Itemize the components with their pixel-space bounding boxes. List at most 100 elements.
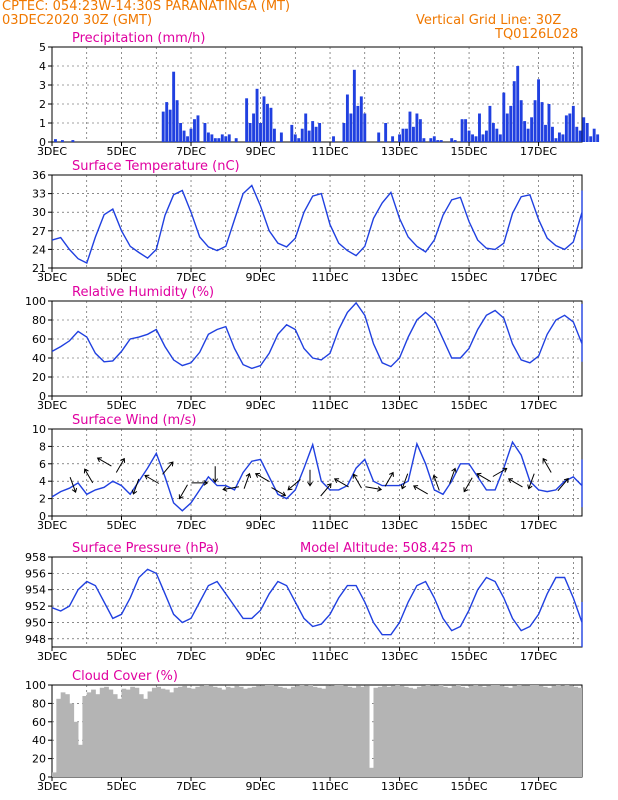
precip-bar <box>453 140 457 142</box>
precip-bar <box>554 138 558 142</box>
cloud-bar <box>52 772 57 777</box>
cloud-bar <box>360 686 366 777</box>
wind-arrow-icon <box>557 477 569 492</box>
precip-bar <box>168 109 172 142</box>
y-tick-label: 33 <box>32 188 46 201</box>
cloud-bar <box>464 687 470 777</box>
cloud-bar <box>147 691 153 777</box>
x-tick-label: 17DEC <box>520 145 557 158</box>
x-tick-label: 13DEC <box>381 145 418 158</box>
y-tick-label: 4 <box>39 475 46 488</box>
wind-arrow-icon <box>542 457 552 473</box>
cloud-bar <box>78 744 83 777</box>
precip-bar <box>213 138 217 142</box>
y-tick-label: 100 <box>25 295 46 308</box>
cloud-bar <box>395 685 400 777</box>
cloud-bar <box>273 685 279 777</box>
precip-bar <box>356 105 360 142</box>
y-tick-label: 27 <box>32 225 46 238</box>
cloud-bar <box>512 685 518 777</box>
panel-frame <box>51 300 583 397</box>
x-tick-label: 13DEC <box>381 650 418 663</box>
precip-bar <box>266 104 269 142</box>
x-tick-label: 3DEC <box>37 780 67 793</box>
precip-bar <box>519 100 523 142</box>
cloud-bar <box>151 687 157 777</box>
wind-arrow-icon <box>69 477 78 494</box>
precip-bar <box>349 113 353 142</box>
y-tick-label: 20 <box>32 753 46 766</box>
precip-bar <box>234 138 238 142</box>
cloud-bar <box>269 685 274 777</box>
cloud-bar <box>525 685 531 777</box>
precip-bar <box>596 134 600 142</box>
precip-bar <box>311 121 315 142</box>
cloud-bar <box>555 685 561 777</box>
x-tick-label: 7DEC <box>176 145 206 158</box>
precip-bar <box>422 138 426 142</box>
x-tick-label: 5DEC <box>106 780 136 793</box>
cloud-bar <box>377 686 383 777</box>
cloud-bar <box>469 685 474 777</box>
precip-bar <box>172 71 176 142</box>
x-tick-label: 15DEC <box>450 780 487 793</box>
cloud-bar <box>330 685 335 777</box>
cloud-bar <box>60 692 66 777</box>
x-tick-label: 3DEC <box>37 271 67 284</box>
cloud-bar <box>195 686 201 777</box>
cloud-bar <box>217 687 222 777</box>
x-tick-label: 9DEC <box>245 271 275 284</box>
cloud-bar <box>164 689 170 777</box>
cloud-bar <box>86 692 92 777</box>
panel-pressure: 948 950 952 954 956 958 3DEC 5DEC 7DEC 9DEC 11DEC 1… <box>25 541 583 663</box>
precip-bar <box>460 119 464 142</box>
x-tick-label: 17DEC <box>520 780 557 793</box>
cloud-bar <box>260 685 266 777</box>
panel-title: Relative Humidity (%) <box>72 285 214 300</box>
cloud-bar <box>191 688 196 777</box>
cloud-bar <box>534 685 539 777</box>
precip-bar <box>297 138 301 142</box>
x-tick-label: 9DEC <box>245 399 275 412</box>
cloud-bar <box>104 686 109 777</box>
precip-bar <box>186 136 189 142</box>
wind-arrow-icon <box>287 479 301 491</box>
x-tick-label: 13DEC <box>381 271 418 284</box>
x-tick-label: 17DEC <box>520 399 557 412</box>
run-date: 03DEC2020 30Z (GMT) <box>2 13 153 28</box>
precip-bar <box>589 136 593 142</box>
panel-temp: 21 24 27 30 33 36 3DEC 5DEC 7DEC 9DEC 11DEC 13DEC 15… <box>32 159 583 284</box>
cloud-bar <box>447 687 453 777</box>
cloud-bar <box>317 687 322 777</box>
cloud-bar <box>125 689 131 777</box>
precip-bar <box>464 119 468 142</box>
wind-arrow-icon <box>413 485 428 495</box>
cloud-bar <box>438 685 444 777</box>
cloud-bar <box>429 685 435 777</box>
precip-bar <box>551 126 554 142</box>
x-tick-label: 13DEC <box>381 780 418 793</box>
y-tick-label: 2 <box>39 98 46 111</box>
precip-bar <box>484 130 488 142</box>
precip-bar <box>71 140 75 142</box>
cloud-bar <box>112 694 118 777</box>
cloud-bar <box>421 685 427 777</box>
precip-bar <box>345 94 349 142</box>
precip-bar <box>206 132 210 142</box>
x-tick-label: 5DEC <box>106 650 136 663</box>
cloud-bar <box>338 685 344 777</box>
precip-bar <box>290 124 294 142</box>
wind-arrow-icon <box>96 457 112 467</box>
cloud-bar <box>503 686 509 777</box>
x-tick-label: 7DEC <box>176 271 206 284</box>
cloud-bar <box>121 688 127 777</box>
cloud-bar <box>451 685 457 777</box>
cloud-bar <box>282 687 287 777</box>
wind-arrow-icon <box>463 477 473 493</box>
y-tick-label: 21 <box>32 262 46 275</box>
x-tick-label: 15DEC <box>450 519 487 532</box>
y-tick-label: 24 <box>32 243 46 256</box>
cloud-bar <box>56 698 62 777</box>
precip-bar <box>491 123 495 142</box>
precip-bar <box>161 111 165 142</box>
